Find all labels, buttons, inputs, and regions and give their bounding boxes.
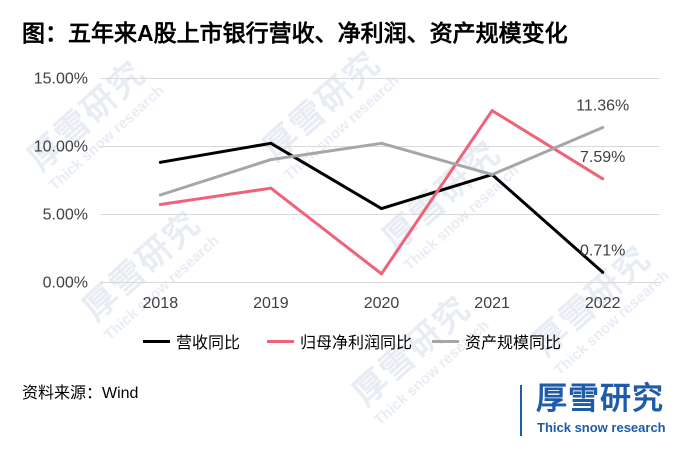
source-note: 资料来源：Wind: [22, 385, 139, 402]
data-point: [490, 173, 494, 177]
data-point: [380, 141, 383, 145]
x-tick-label: 2020: [364, 295, 400, 312]
x-tick-label: 2021: [474, 295, 510, 312]
series-1: 7.59%: [158, 109, 625, 276]
legend-item-revenue: 营收同比: [143, 330, 240, 352]
legend-swatch: [432, 339, 459, 343]
data-point: [269, 186, 273, 190]
legend-label: 资产规模同比: [465, 335, 562, 352]
x-axis-ticks: 2018 2019 2020 2021 2022: [143, 295, 621, 312]
data-point: [380, 272, 383, 276]
legend-label: 归母净利润同比: [300, 335, 413, 352]
x-tick-label: 2022: [585, 295, 621, 312]
data-point: [269, 141, 273, 145]
data-point: [158, 202, 162, 206]
legend-item-assets: 资产规模同比: [432, 330, 561, 352]
data-point: [158, 160, 162, 164]
logo-name: 厚雪研究: [536, 381, 664, 416]
x-tick-label: 2018: [143, 295, 179, 312]
y-axis-ticks: 0.00% 5.00% 10.00% 15.00%: [34, 71, 88, 292]
logo-divider: [520, 385, 522, 436]
series-0: 0.71%: [158, 141, 625, 274]
data-label: 0.71%: [580, 242, 625, 259]
data-point: [601, 177, 605, 181]
chart-title: 图：五年来A股上市银行营收、净利润、资产规模变化: [22, 20, 568, 46]
y-tick-label: 0.00%: [43, 275, 88, 292]
data-label: 7.59%: [580, 149, 625, 166]
series-2: 11.36%: [158, 98, 629, 197]
logo-tagline: Thick snow research: [537, 420, 666, 435]
data-point: [380, 207, 383, 211]
data-point: [601, 126, 605, 130]
data-point: [158, 193, 162, 197]
data-label: 11.36%: [576, 98, 629, 115]
series-line: [160, 109, 604, 276]
legend-item-net-profit: 归母净利润同比: [267, 330, 412, 352]
gridlines: [100, 78, 660, 283]
legend-swatch: [267, 339, 294, 343]
legend-label: 营收同比: [176, 335, 241, 352]
y-tick-label: 15.00%: [34, 71, 88, 88]
data-point: [490, 109, 494, 113]
legend-swatch: [143, 339, 170, 343]
y-tick-label: 10.00%: [34, 139, 88, 156]
y-tick-label: 5.00%: [43, 207, 88, 224]
data-point: [601, 270, 605, 274]
data-point: [269, 158, 273, 162]
x-tick-label: 2019: [253, 295, 289, 312]
